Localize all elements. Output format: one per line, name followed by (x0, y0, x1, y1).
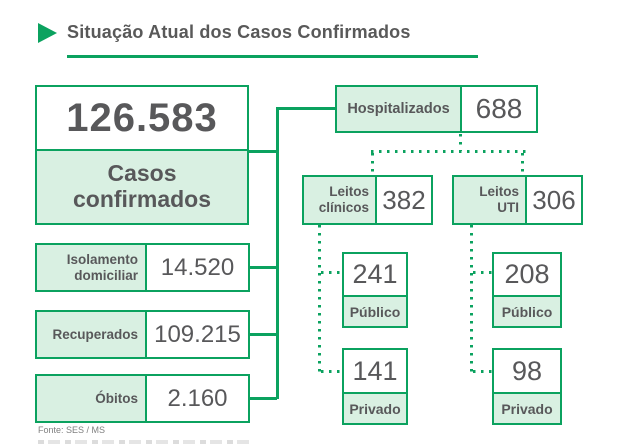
play-triangle-icon (38, 22, 57, 43)
deaths-value: 2.160 (167, 384, 228, 412)
trunk-connector-line (276, 107, 279, 399)
clinical-private-value: 141 (344, 350, 406, 394)
cutoff-text-remnant (38, 440, 253, 444)
confirmed-connector-line (249, 150, 277, 153)
dotted-line-icu-public (473, 271, 492, 274)
deaths-connector-line (250, 397, 277, 400)
icu-public-box: 208 Público (492, 252, 562, 328)
dotted-line-clinical-public (321, 271, 342, 274)
isolation-connector-line (250, 266, 277, 269)
dotted-line-clinical-down (371, 153, 374, 175)
recovered-label: Recuperados (37, 312, 147, 357)
clinical-beds-value: 382 (382, 184, 426, 215)
icu-beds-label: Leitos UTI (454, 177, 527, 223)
icu-beds-box: Leitos UTI 306 (452, 175, 583, 225)
recovered-box: Recuperados 109.215 (35, 310, 250, 359)
home-isolation-label: Isolamento domiciliar (37, 245, 147, 290)
dotted-line-icu-private (473, 370, 492, 373)
dotted-line-beds-horizontal (371, 150, 526, 153)
dotted-line-icu-branch (470, 225, 473, 372)
dotted-line-clinical-branch (318, 225, 321, 372)
clinical-beds-box: Leitos clínicos 382 (302, 175, 433, 225)
clinical-public-box: 241 Público (342, 252, 408, 328)
hospitalized-value: 688 (475, 93, 523, 124)
dotted-line-hospitalized-down (459, 134, 462, 151)
page-title: Situação Atual dos Casos Confirmados (67, 22, 411, 42)
icu-private-value: 98 (494, 350, 560, 394)
hospitalized-connector-line (278, 107, 335, 110)
clinical-private-label: Privado (344, 394, 406, 423)
icu-beds-value: 306 (532, 184, 576, 215)
title-underline (67, 55, 478, 58)
confirmed-cases-label: Casos confirmados (37, 151, 247, 223)
page-header: Situação Atual dos Casos Confirmados (38, 22, 411, 43)
icu-public-value: 208 (494, 254, 560, 297)
clinical-public-value: 241 (344, 254, 406, 297)
deaths-label: Óbitos (37, 376, 147, 421)
hospitalized-label: Hospitalizados (337, 87, 462, 131)
dotted-line-clinical-private (321, 370, 342, 373)
dotted-line-icu-down (521, 153, 524, 175)
recovered-connector-line (250, 333, 277, 336)
clinical-beds-label: Leitos clínicos (304, 177, 377, 223)
recovered-value: 109.215 (154, 320, 241, 348)
icu-public-label: Público (494, 297, 560, 326)
confirmed-cases-box: 126.583 Casos confirmados (35, 85, 249, 225)
hospitalized-box: Hospitalizados 688 (335, 85, 538, 133)
clinical-private-box: 141 Privado (342, 348, 408, 425)
confirmed-cases-value: 126.583 (37, 87, 247, 151)
icu-private-box: 98 Privado (492, 348, 562, 425)
home-isolation-value: 14.520 (160, 253, 235, 281)
source-caption: Fonte: SES / MS (38, 425, 106, 435)
icu-private-label: Privado (494, 394, 560, 423)
clinical-public-label: Público (344, 297, 406, 326)
home-isolation-box: Isolamento domiciliar 14.520 (35, 243, 250, 292)
deaths-box: Óbitos 2.160 (35, 374, 250, 423)
